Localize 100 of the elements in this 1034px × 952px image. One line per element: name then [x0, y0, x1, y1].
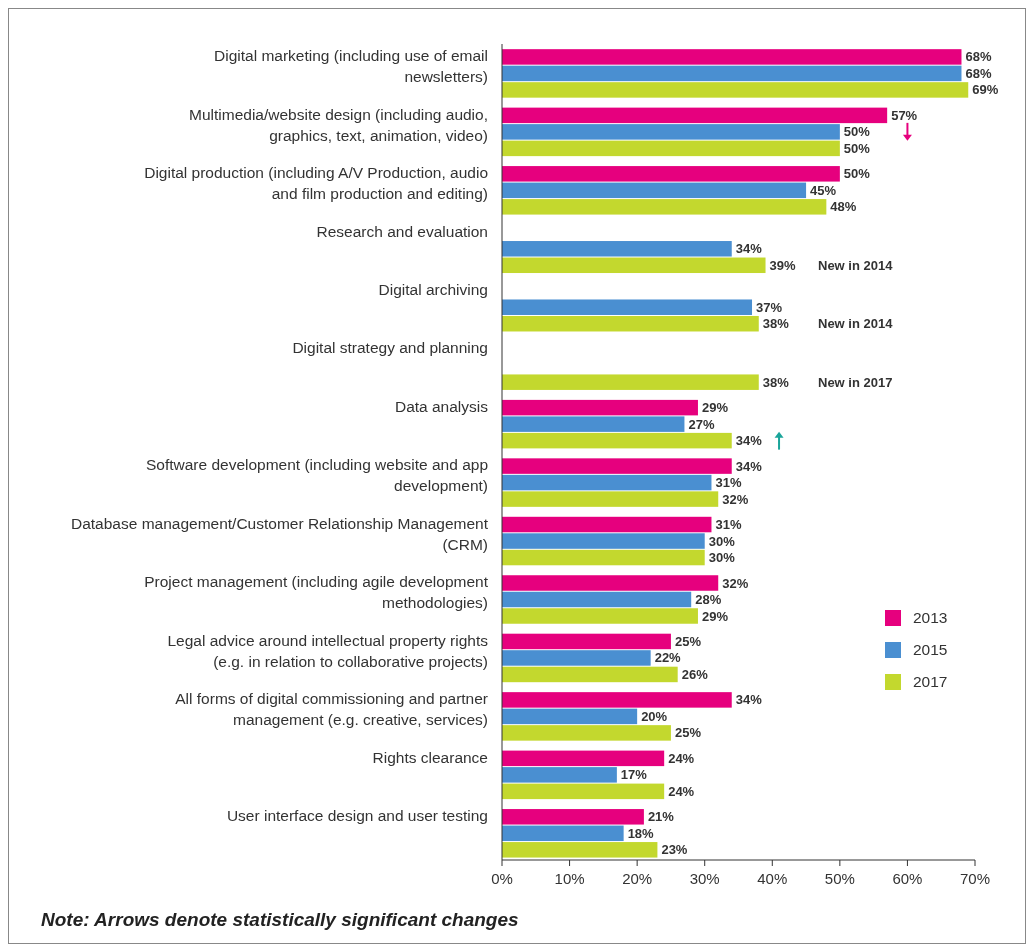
bar — [502, 257, 766, 274]
data-label: 34% — [735, 692, 763, 708]
bar — [502, 199, 827, 215]
data-label: 21% — [647, 809, 675, 825]
annotation: New in 2014 — [818, 316, 894, 332]
bar — [502, 107, 888, 124]
bar — [502, 767, 617, 783]
bar — [502, 666, 678, 683]
annotation: New in 2014 — [818, 257, 894, 273]
x-tick-label: 70% — [959, 870, 991, 887]
bar — [502, 842, 658, 858]
bar — [502, 315, 759, 332]
x-tick-label: 50% — [824, 870, 855, 887]
data-label: 28% — [695, 592, 722, 608]
x-tick-label: 40% — [757, 870, 788, 887]
data-label: 22% — [654, 650, 682, 666]
legend-label: 2017 — [913, 673, 948, 691]
y-tick-label: Database management/Customer Relationship Management (CRM) — [70, 514, 489, 553]
y-tick-label: Project management (including agile development methodologies) — [144, 573, 489, 612]
y-tick-label: All forms of digital commissioning and partner management (e.g. creative, services) — [175, 690, 488, 729]
data-label: 50% — [843, 166, 871, 182]
data-label: 31% — [715, 475, 742, 491]
bar — [502, 533, 705, 549]
data-label: 34% — [735, 241, 763, 257]
y-tick-label: Digital strategy and planning — [292, 339, 488, 357]
text: Note: Arrows denote statistically significant changes — [41, 909, 519, 930]
data-label: 69% — [972, 82, 999, 98]
data-label: 18% — [627, 825, 655, 841]
data-label: 38% — [762, 374, 790, 390]
data-label: 32% — [722, 491, 749, 507]
bar — [502, 692, 732, 708]
y-tick-label: Digital production (including A/V Production, audio and film production and editing) — [144, 164, 488, 203]
bar — [502, 49, 962, 65]
y-tick-label: Research and evaluation — [316, 222, 488, 240]
legend-label: 2013 — [913, 609, 948, 627]
data-label: 34% — [735, 433, 763, 449]
bar — [502, 591, 692, 608]
data-label: 68% — [965, 49, 992, 65]
data-label: 30% — [708, 550, 736, 566]
bar — [502, 575, 719, 591]
bar — [502, 474, 712, 491]
y-tick-label: User interface design and user testing — [226, 807, 488, 825]
bar — [502, 458, 732, 474]
data-label: 29% — [701, 400, 729, 416]
x-tick-label: 20% — [622, 870, 653, 887]
data-label: 20% — [641, 708, 668, 724]
bar — [502, 725, 671, 741]
bar — [502, 491, 719, 507]
data-label: 38% — [762, 316, 790, 332]
data-label: 27% — [688, 416, 715, 432]
bar — [502, 825, 624, 842]
bar — [502, 140, 840, 157]
data-label: 50% — [843, 140, 871, 156]
bar — [502, 416, 685, 432]
y-tick-label: Digital marketing (including use of email newsletters) — [214, 47, 488, 86]
data-label: 45% — [810, 182, 837, 198]
y-tick-label: Rights clearance — [372, 748, 488, 766]
bar — [502, 516, 712, 533]
data-label: 50% — [843, 124, 871, 140]
bar — [502, 65, 962, 82]
x-tick-label: 10% — [554, 870, 585, 887]
y-tick-label: Data analysis — [394, 397, 489, 415]
bar — [502, 82, 969, 98]
x-tick-label: 60% — [892, 870, 923, 887]
bar — [502, 708, 638, 725]
data-label: 48% — [830, 199, 857, 215]
data-label: 32% — [722, 575, 749, 591]
annotation: New in 2017 — [818, 374, 893, 390]
bar — [502, 299, 753, 315]
legend-label: 2015 — [913, 641, 948, 659]
bar — [502, 166, 840, 182]
bar — [502, 608, 698, 624]
data-label: 31% — [715, 517, 742, 533]
data-label: 29% — [701, 608, 729, 624]
data-label: 57% — [891, 107, 918, 123]
data-label: 17% — [620, 767, 648, 783]
data-label: 34% — [735, 458, 763, 474]
data-label: 68% — [965, 65, 992, 81]
bar — [502, 783, 665, 800]
data-label: 30% — [708, 533, 736, 549]
data-label: 25% — [674, 634, 702, 649]
data-label: 24% — [668, 783, 695, 799]
bar — [502, 432, 732, 449]
y-tick-label: Multimedia/website design (including audio, graphics, text, animation, video) — [189, 105, 488, 144]
bar — [502, 374, 759, 390]
y-tick-label: Legal advice around intellectual property rights (e.g. in relation to collaborative projects) — [167, 631, 489, 670]
bar — [502, 549, 705, 566]
bar — [502, 809, 644, 825]
y-tick-label: Software development (including website and app development) — [145, 456, 488, 495]
bar — [502, 182, 807, 199]
bar — [502, 399, 698, 416]
bar — [502, 750, 665, 767]
x-tick-label: 0% — [491, 870, 513, 887]
bar — [502, 633, 671, 650]
x-tick-label: 30% — [689, 870, 720, 887]
data-label: 25% — [674, 725, 702, 741]
bar — [502, 124, 840, 140]
data-label: 37% — [756, 299, 783, 315]
data-label: 24% — [668, 750, 695, 766]
bar — [502, 241, 732, 257]
